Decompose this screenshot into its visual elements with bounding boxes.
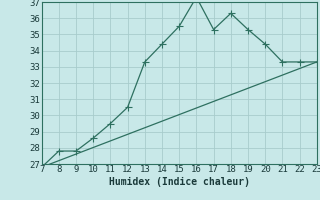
X-axis label: Humidex (Indice chaleur): Humidex (Indice chaleur) <box>109 177 250 187</box>
